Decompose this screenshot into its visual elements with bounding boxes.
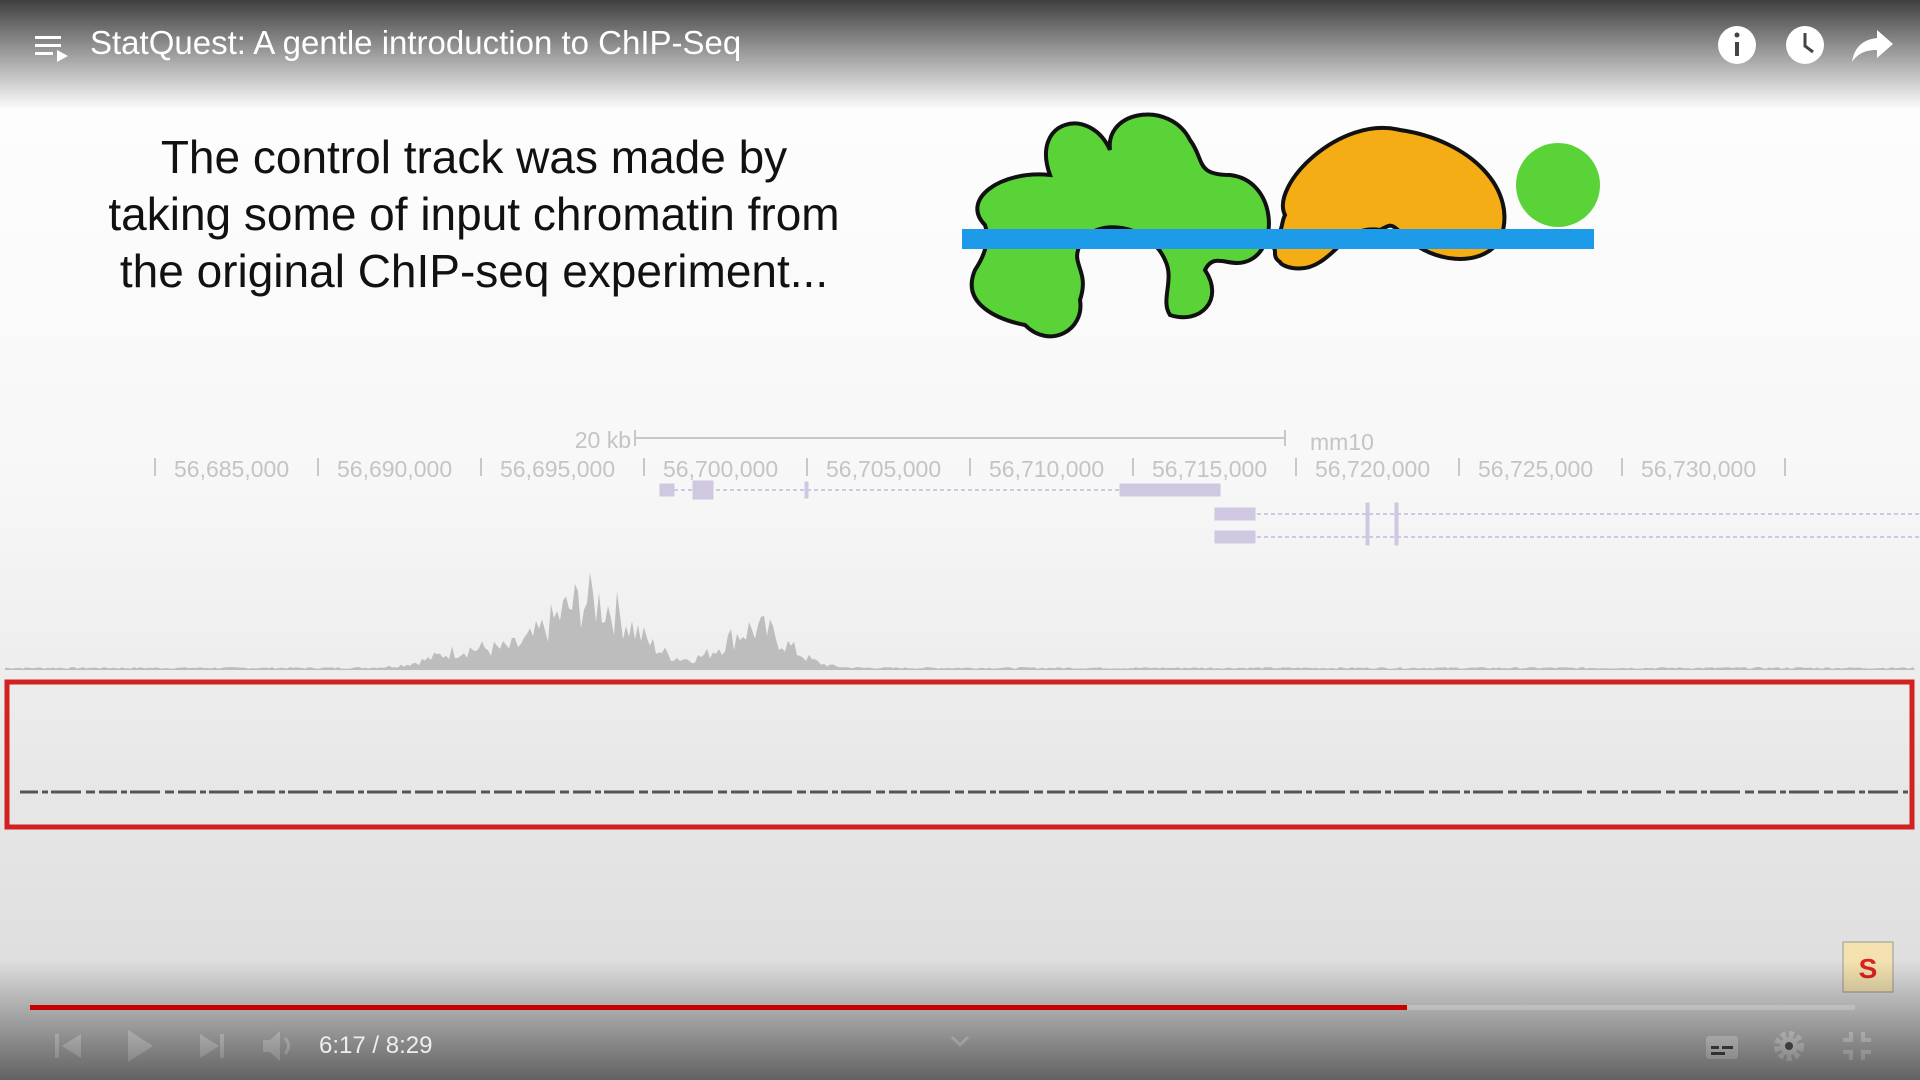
coordinate-label: 56,705,000 <box>826 456 941 482</box>
slide-text: the original ChIP-seq experiment... <box>119 245 829 297</box>
playlist-icon[interactable] <box>35 36 68 62</box>
slide-text: The control track was made by <box>160 131 788 183</box>
video-title[interactable]: StatQuest: A gentle introduction to ChIP… <box>90 24 742 61</box>
time-display: 6:17 / 8:29 <box>319 1032 433 1059</box>
coordinate-label: 56,700,000 <box>663 456 778 482</box>
assembly-label: mm10 <box>1310 429 1374 455</box>
watch-later-button[interactable] <box>1786 26 1824 64</box>
coordinate-label: 56,710,000 <box>989 456 1104 482</box>
top-icons <box>35 26 1893 64</box>
top-shade <box>0 0 1920 110</box>
scale-label: 20 kb <box>575 427 631 453</box>
bottom-shade <box>0 960 1920 1080</box>
protein-ball <box>1516 143 1600 227</box>
gene-tracks <box>659 480 1920 546</box>
coordinate-label: 56,685,000 <box>174 456 289 482</box>
chip-signal <box>5 572 1915 670</box>
info-button[interactable] <box>1718 26 1756 64</box>
coordinate-label: 56,725,000 <box>1478 456 1593 482</box>
protein-green <box>969 112 1271 339</box>
highlight-box <box>4 679 1915 830</box>
slide-text: taking some of input chromatin from <box>108 188 840 240</box>
coordinate-label: 56,720,000 <box>1315 456 1430 482</box>
coordinate-label: 56,695,000 <box>500 456 615 482</box>
coordinate-label: 56,690,000 <box>337 456 452 482</box>
dna-strand <box>962 229 1594 249</box>
coordinate-label: 56,715,000 <box>1152 456 1267 482</box>
coordinate-label: 56,730,000 <box>1641 456 1756 482</box>
share-button[interactable] <box>1852 30 1893 62</box>
